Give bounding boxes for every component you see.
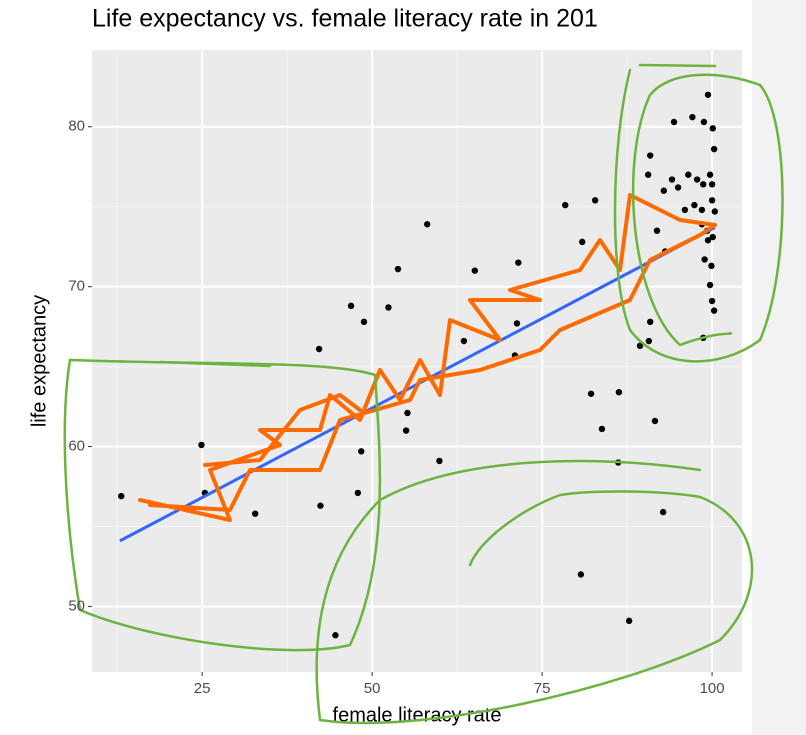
point [360,318,368,326]
point [674,184,682,191]
y-tick-label: 70 [68,278,85,295]
point [598,425,606,433]
y-tick-label: 80 [68,118,85,135]
point [198,441,205,449]
point [670,118,678,126]
point [385,304,392,311]
point [651,417,659,425]
point [708,262,715,270]
point [708,297,716,305]
point [689,113,696,121]
point [577,571,585,578]
point [660,187,668,194]
point [394,265,402,273]
panel [92,50,742,672]
point [647,152,654,159]
point [354,489,362,497]
point [709,125,716,132]
point [685,171,692,178]
point [691,201,698,209]
green-scribble [63,63,784,725]
point [708,181,716,188]
orange-scribble [138,193,717,522]
chart-title: Life expectancy vs. female literacy rate… [92,5,598,33]
y-tick-label: 60 [68,438,85,455]
point [706,281,714,289]
point [645,337,653,345]
point [710,307,718,314]
point [659,508,667,516]
point [118,492,125,500]
point [704,91,712,98]
point [693,176,701,183]
point [515,259,522,266]
point [647,318,654,326]
x-axis-title: female literacy rate [333,704,502,726]
point [513,320,521,327]
point [681,206,689,214]
point [701,256,708,263]
x-tick-label: 50 [364,680,381,697]
x-tick-label: 25 [194,680,211,697]
point [317,502,324,509]
y-tick-label: 50 [68,597,85,614]
point [709,233,716,241]
point [460,337,468,345]
point [700,118,708,126]
point [423,221,431,228]
point [636,342,644,350]
point [315,345,323,353]
point [653,227,661,234]
point [698,206,706,214]
point [644,171,652,178]
point [471,267,478,274]
point [591,197,599,204]
point [404,409,411,417]
point [579,238,586,246]
point [706,171,714,178]
point [708,197,716,204]
point [402,427,410,434]
y-axis-title: life expectancy [28,295,50,427]
point [587,390,595,397]
point [347,302,355,310]
side-strip [752,0,806,735]
point [668,176,676,183]
x-tick-label: 100 [700,680,725,697]
point [332,632,339,639]
point [358,448,365,455]
point [625,617,633,625]
point [710,145,718,153]
x-tick-label: 75 [534,680,551,697]
point [251,510,259,517]
point [700,181,707,188]
point [562,201,569,209]
point [711,208,719,215]
point [615,388,623,396]
point [704,237,712,244]
point [436,457,443,465]
